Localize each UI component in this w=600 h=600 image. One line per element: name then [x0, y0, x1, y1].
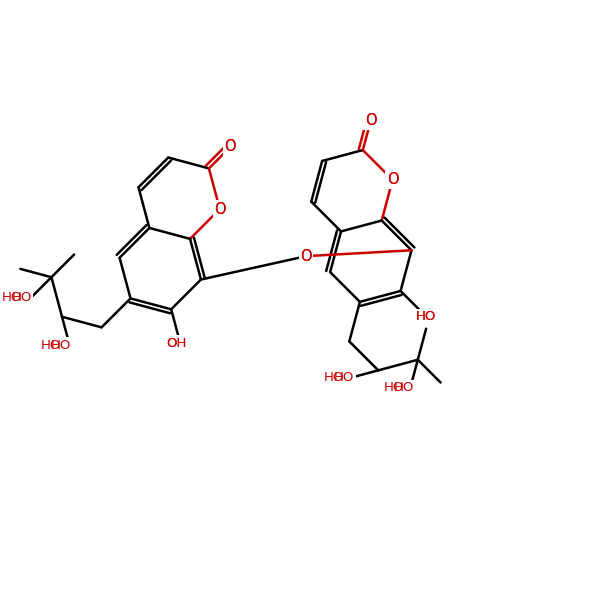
Text: O: O: [214, 202, 226, 217]
Text: HO: HO: [416, 310, 436, 323]
Text: HO: HO: [2, 292, 22, 304]
Text: O: O: [214, 202, 226, 217]
Text: HO: HO: [40, 338, 61, 352]
Text: O: O: [387, 172, 398, 187]
Text: OH: OH: [166, 337, 187, 350]
Text: O: O: [365, 113, 377, 128]
Text: O: O: [301, 248, 312, 263]
Text: HO: HO: [416, 310, 436, 323]
Text: O: O: [301, 248, 312, 263]
Text: O: O: [214, 202, 226, 217]
Text: HO: HO: [334, 371, 355, 385]
Text: O: O: [224, 139, 236, 154]
Text: O: O: [224, 139, 236, 154]
Text: HO: HO: [394, 382, 415, 394]
Text: O: O: [224, 139, 236, 154]
Text: OH: OH: [166, 337, 187, 350]
Text: OH: OH: [166, 337, 187, 350]
Text: O: O: [301, 248, 312, 263]
Text: HO: HO: [394, 382, 415, 394]
Text: HO: HO: [384, 382, 404, 394]
Text: O: O: [365, 113, 377, 128]
Text: HO: HO: [12, 292, 32, 304]
Text: HO: HO: [416, 310, 436, 323]
Text: HO: HO: [50, 338, 71, 352]
Text: O: O: [365, 113, 377, 128]
Text: HO: HO: [334, 371, 355, 385]
Text: HO: HO: [50, 338, 71, 352]
Text: O: O: [387, 172, 398, 187]
Text: HO: HO: [12, 292, 32, 304]
Text: HO: HO: [324, 371, 344, 385]
Text: O: O: [387, 172, 398, 187]
